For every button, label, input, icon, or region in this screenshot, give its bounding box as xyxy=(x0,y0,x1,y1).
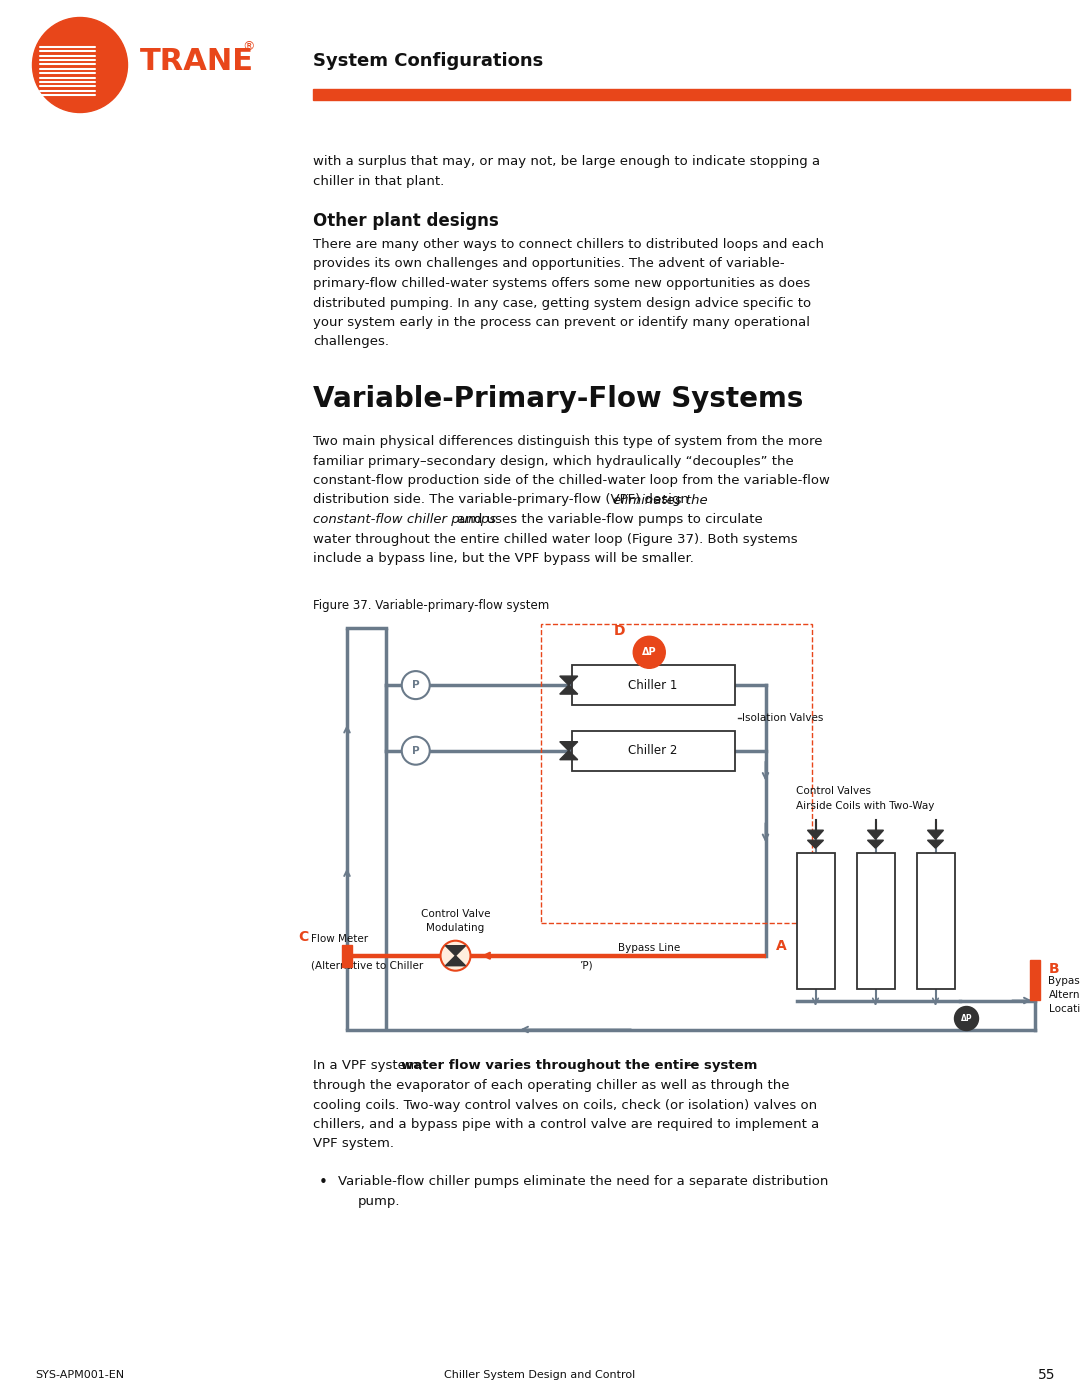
Text: Figure 37. Variable-primary-flow system: Figure 37. Variable-primary-flow system xyxy=(313,599,550,612)
Text: Chiller 2: Chiller 2 xyxy=(629,745,678,757)
Polygon shape xyxy=(559,676,578,685)
Bar xyxy=(313,89,1070,101)
Text: include a bypass line, but the VPF bypass will be smaller.: include a bypass line, but the VPF bypas… xyxy=(313,552,693,564)
Text: Chiller System Design and Control: Chiller System Design and Control xyxy=(444,1370,636,1380)
Polygon shape xyxy=(559,742,578,750)
Text: D: D xyxy=(613,623,625,637)
Text: pump.: pump. xyxy=(357,1194,401,1207)
Text: eliminates the: eliminates the xyxy=(613,493,708,507)
Bar xyxy=(917,854,955,989)
Text: Bypass Line: Bypass Line xyxy=(618,943,680,953)
Text: In a VPF system,: In a VPF system, xyxy=(313,1059,427,1073)
Bar xyxy=(541,623,812,923)
Text: SYS-APM001-EN: SYS-APM001-EN xyxy=(35,1370,124,1380)
Polygon shape xyxy=(928,840,944,848)
Text: Bypass Line: Bypass Line xyxy=(1049,977,1080,986)
Text: A: A xyxy=(775,939,786,953)
Text: System Configurations: System Configurations xyxy=(313,52,543,70)
Bar xyxy=(797,854,835,989)
Text: primary-flow chilled-water systems offers some new opportunities as does: primary-flow chilled-water systems offer… xyxy=(313,277,810,291)
Text: TRANE: TRANE xyxy=(140,47,254,77)
Text: Isolation Valves: Isolation Valves xyxy=(743,712,824,722)
Text: P: P xyxy=(411,746,419,756)
Polygon shape xyxy=(559,750,578,760)
Text: Other plant designs: Other plant designs xyxy=(313,212,499,231)
Text: water flow varies throughout the entire system: water flow varies throughout the entire … xyxy=(402,1059,758,1073)
Polygon shape xyxy=(808,830,824,840)
Text: through the evaporator of each operating chiller as well as through the: through the evaporator of each operating… xyxy=(313,1078,789,1092)
Text: •: • xyxy=(319,1175,327,1190)
Text: Flow Meter: Flow Meter xyxy=(311,933,368,944)
Text: There are many other ways to connect chillers to distributed loops and each: There are many other ways to connect chi… xyxy=(313,237,824,251)
Text: distribution side. The variable-primary-flow (VPF) design: distribution side. The variable-primary-… xyxy=(313,493,693,507)
Text: —: — xyxy=(685,1059,698,1073)
Text: Two main physical differences distinguish this type of system from the more: Two main physical differences distinguis… xyxy=(313,434,823,448)
Text: Modulating: Modulating xyxy=(427,922,485,933)
Text: Control Valve: Control Valve xyxy=(421,908,490,919)
Text: with a surplus that may, or may not, be large enough to indicate stopping a: with a surplus that may, or may not, be … xyxy=(313,155,820,168)
Text: cooling coils. Two-way control valves on coils, check (or isolation) valves on: cooling coils. Two-way control valves on… xyxy=(313,1098,818,1112)
Text: B: B xyxy=(1049,963,1059,977)
Text: Control Valves: Control Valves xyxy=(797,787,872,796)
Text: ΔP: ΔP xyxy=(642,647,657,658)
Polygon shape xyxy=(928,830,944,840)
Text: water throughout the entire chilled water loop (Figure 37). Both systems: water throughout the entire chilled wate… xyxy=(313,532,798,545)
Circle shape xyxy=(402,736,430,764)
Text: chillers, and a bypass pipe with a control valve are required to implement a: chillers, and a bypass pipe with a contr… xyxy=(313,1118,820,1132)
Text: Typ: Typ xyxy=(639,672,659,686)
Polygon shape xyxy=(867,840,883,848)
Text: your system early in the process can prevent or identify many operational: your system early in the process can pre… xyxy=(313,316,810,330)
Text: ΔP: ΔP xyxy=(961,1014,972,1023)
Text: Chiller 1: Chiller 1 xyxy=(629,679,678,692)
Polygon shape xyxy=(446,946,465,956)
Text: constant-flow chiller pumps: constant-flow chiller pumps xyxy=(313,513,496,527)
Circle shape xyxy=(441,940,471,971)
Text: Location: Location xyxy=(1049,1004,1080,1014)
Text: ®: ® xyxy=(242,41,255,53)
Bar xyxy=(1029,960,1039,1000)
Polygon shape xyxy=(867,830,883,840)
Text: VPF system.: VPF system. xyxy=(313,1137,394,1151)
Bar xyxy=(571,731,734,771)
Text: Airside Coils with Two-Way: Airside Coils with Two-Way xyxy=(797,802,935,812)
Text: familiar primary–secondary design, which hydraulically “decouples” the: familiar primary–secondary design, which… xyxy=(313,454,794,468)
Bar xyxy=(856,854,894,989)
Text: chiller in that plant.: chiller in that plant. xyxy=(313,175,444,187)
Text: constant-flow production side of the chilled-water loop from the variable-flow: constant-flow production side of the chi… xyxy=(313,474,829,488)
Circle shape xyxy=(402,671,430,698)
Polygon shape xyxy=(446,956,465,965)
Text: C: C xyxy=(298,929,308,944)
Text: provides its own challenges and opportunities. The advent of variable-: provides its own challenges and opportun… xyxy=(313,257,785,271)
Ellipse shape xyxy=(32,18,127,113)
Polygon shape xyxy=(808,840,824,848)
Circle shape xyxy=(955,1006,978,1031)
Text: P: P xyxy=(411,680,419,690)
Text: and uses the variable-flow pumps to circulate: and uses the variable-flow pumps to circ… xyxy=(453,513,762,527)
Text: Variable-flow chiller pumps eliminate the need for a separate distribution: Variable-flow chiller pumps eliminate th… xyxy=(338,1175,828,1187)
Text: ’P): ’P) xyxy=(580,961,593,971)
Text: Alternate: Alternate xyxy=(1049,990,1080,1000)
Text: (Alternative to Chiller: (Alternative to Chiller xyxy=(311,961,423,971)
Text: challenges.: challenges. xyxy=(313,335,389,348)
Text: Variable-Primary-Flow Systems: Variable-Primary-Flow Systems xyxy=(313,386,804,414)
Text: 55: 55 xyxy=(1038,1368,1055,1382)
Circle shape xyxy=(633,636,665,668)
Bar xyxy=(571,665,734,705)
Text: distributed pumping. In any case, getting system design advice specific to: distributed pumping. In any case, gettin… xyxy=(313,296,811,310)
Bar xyxy=(342,944,352,967)
Polygon shape xyxy=(559,685,578,694)
